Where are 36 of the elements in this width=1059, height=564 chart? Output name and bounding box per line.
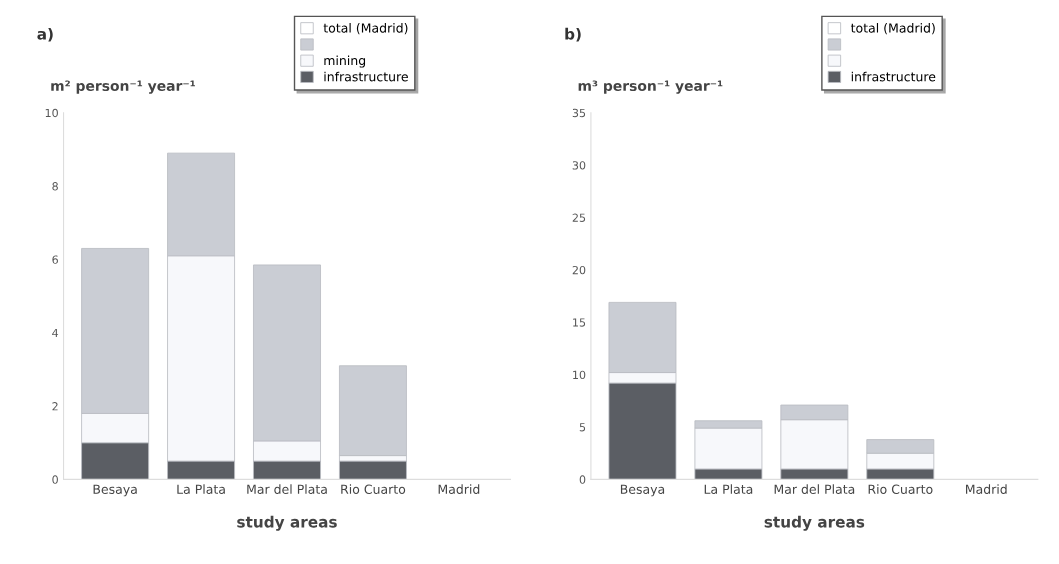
y-tick-label: 6 <box>52 255 58 264</box>
x-tick-label: La Plata <box>704 484 753 494</box>
y-tick-label: 10 <box>45 108 58 118</box>
x-tick-label: Besaya <box>93 484 137 497</box>
x-tick-label: Besaya <box>620 484 665 497</box>
legend-label: total (Madrid) <box>850 23 935 35</box>
x-axis-title: study areas <box>764 515 865 531</box>
legend-label: mining <box>324 55 366 68</box>
y-tick-label: 20 <box>572 265 586 275</box>
x-tick-label: Rio Cuarto <box>341 484 406 494</box>
x-axis-title: study areas <box>237 515 337 531</box>
y-tick-label: 8 <box>52 182 58 191</box>
legend-label: total (Madrid) <box>323 23 408 35</box>
y-tick-label: 0 <box>52 475 58 484</box>
y-tick-label: 5 <box>579 423 586 432</box>
y-tick-label: 25 <box>572 213 586 222</box>
x-tick-label: Madrid <box>966 484 1007 494</box>
y-tick-label: 30 <box>572 161 586 170</box>
y-tick-label: 10 <box>573 370 586 380</box>
y-tick-label: 0 <box>579 475 586 484</box>
y-tick-label: 35 <box>572 108 586 118</box>
x-tick-label: Rio Cuarto <box>868 484 933 494</box>
x-tick-label: Mar del Plata <box>247 484 327 494</box>
y-tick-label: 2 <box>52 402 58 411</box>
y-axis-title: m² person⁻¹ year⁻¹ <box>51 80 196 94</box>
chart-title: b) <box>565 27 581 42</box>
x-tick-label: La Plata <box>177 484 225 494</box>
y-axis-title: m³ person⁻¹ year⁻¹ <box>578 80 723 94</box>
y-tick-label: 4 <box>52 328 59 337</box>
x-tick-label: Mar del Plata <box>774 484 855 494</box>
legend-label: infrastructure <box>851 71 936 82</box>
x-tick-label: Madrid <box>438 484 480 494</box>
legend-label: infrastructure <box>324 71 408 82</box>
chart-title: a) <box>37 27 53 42</box>
y-tick-label: 15 <box>573 318 586 327</box>
bar <box>339 460 407 480</box>
